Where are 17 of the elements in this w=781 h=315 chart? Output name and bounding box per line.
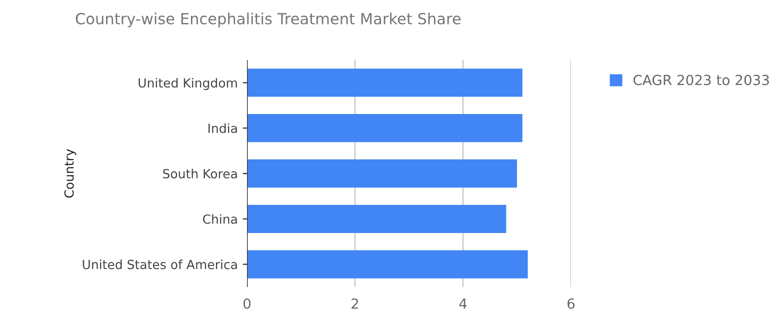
y-tick-label: India <box>208 123 237 134</box>
y-axis-title: Country <box>64 149 76 198</box>
y-tick-label: United States of America <box>82 260 237 270</box>
x-tick-label: 2 <box>352 298 358 309</box>
bar <box>247 159 517 188</box>
legend-label: CAGR 2023 to 2033 <box>634 74 769 86</box>
bar <box>247 114 522 142</box>
x-tick-label: 0 <box>243 298 250 309</box>
chart-title: Country-wise Encephalitis Treatment Market Share <box>76 12 461 28</box>
bar <box>247 204 506 233</box>
y-tick-label: United Kingdom <box>138 78 237 90</box>
y-tick-label: South Korea <box>163 168 237 178</box>
bar <box>247 250 528 278</box>
x-tick-label: 4 <box>459 298 467 309</box>
y-tick-label: China <box>202 214 237 224</box>
bar <box>247 68 522 97</box>
x-tick-label: 6 <box>568 298 575 309</box>
